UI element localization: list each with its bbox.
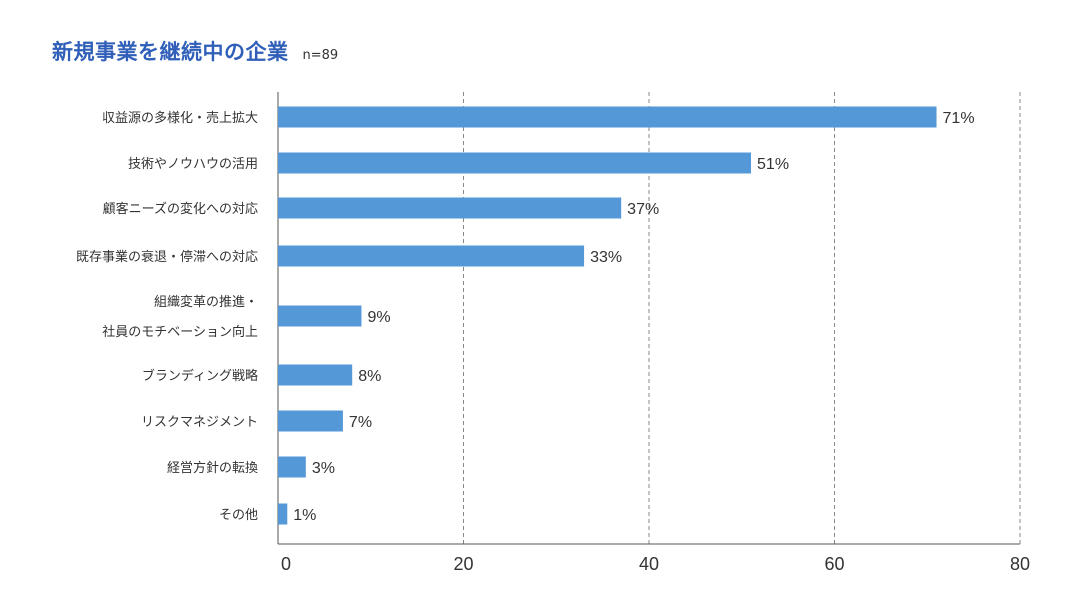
x-tick-label: 80 — [1010, 554, 1030, 574]
bar — [278, 106, 937, 128]
data-label: 7% — [349, 414, 372, 431]
data-label: 8% — [358, 368, 381, 385]
chart-title: 新規事業を継続中の企業 — [52, 40, 289, 64]
category-label: 技術やノウハウの活用 — [128, 157, 258, 172]
category-label: 既存事業の衰退・停滞への対応 — [76, 249, 258, 265]
data-label: 9% — [367, 309, 390, 326]
chart-header: 新規事業を継続中の企業 n=89 — [52, 36, 338, 66]
bar — [278, 456, 306, 478]
bar — [278, 364, 353, 386]
sample-size: n=89 — [302, 48, 339, 63]
category-label: 収益源の多様化・売上拡大 — [102, 110, 258, 126]
category-label: ブランディング戦略 — [142, 368, 258, 384]
data-label: 1% — [293, 507, 316, 524]
data-label: 33% — [590, 249, 622, 266]
x-tick-label: 0 — [281, 554, 291, 574]
category-label: 顧客ニーズの変化への対応 — [103, 201, 258, 217]
category-label: 組織変革の推進・ — [154, 294, 258, 310]
data-label: 3% — [312, 460, 335, 477]
bar — [278, 503, 288, 525]
bar — [278, 197, 622, 219]
x-tick-label: 60 — [824, 554, 844, 574]
bar — [278, 410, 343, 432]
bar — [278, 245, 585, 267]
x-tick-label: 20 — [453, 554, 473, 574]
data-label: 51% — [757, 156, 789, 173]
category-label: 経営方針の転換 — [167, 460, 258, 476]
category-label: 社員のモチベーション向上 — [102, 324, 258, 340]
x-tick-label: 40 — [639, 554, 659, 574]
bar — [278, 152, 752, 174]
data-label: 37% — [627, 201, 659, 218]
category-label: その他 — [219, 508, 258, 523]
data-label: 71% — [943, 110, 975, 127]
bar — [278, 305, 362, 327]
category-label: リスクマネジメント — [141, 415, 258, 430]
